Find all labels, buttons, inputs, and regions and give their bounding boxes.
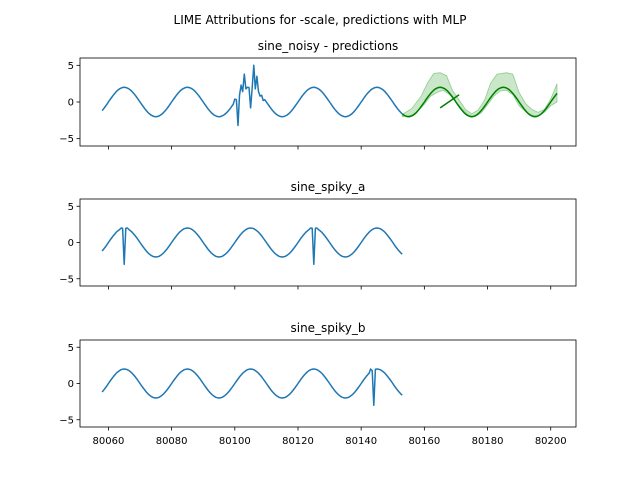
subplot-2: sine_spiky_a −5 0 5 xyxy=(59,180,577,290)
y-tick-label: 5 xyxy=(68,61,74,72)
plot-area xyxy=(101,64,558,127)
x-tick-label: 80160 xyxy=(408,436,440,447)
y-tick-label: 0 xyxy=(68,98,74,109)
x-tick-label: 80120 xyxy=(282,436,314,447)
y-tick-label: −5 xyxy=(59,134,74,145)
prediction-segment xyxy=(439,94,460,109)
prediction-line xyxy=(401,86,558,118)
history-line xyxy=(101,227,403,266)
x-tick-label: 80080 xyxy=(156,436,188,447)
x-tick-label: 80200 xyxy=(535,436,567,447)
figure-suptitle: LIME Attributions for -scale, prediction… xyxy=(174,13,467,27)
axes-frame xyxy=(79,57,577,147)
plot-area xyxy=(101,227,403,266)
subplot-1: sine_noisy - predictions −5 0 5 xyxy=(59,39,577,150)
axes-frame xyxy=(79,339,577,428)
subplot-title: sine_spiky_a xyxy=(291,180,366,194)
axes-frame xyxy=(79,198,577,287)
y-tick-label: 5 xyxy=(68,343,74,354)
plot-area xyxy=(101,368,403,407)
subplots: sine_noisy - predictions−505sine_spiky_a… xyxy=(59,39,577,447)
y-tick-label: 0 xyxy=(68,238,74,249)
y-tick-label: −5 xyxy=(59,274,74,285)
y-tick-label: 5 xyxy=(68,202,74,213)
x-tick-label: 80060 xyxy=(93,436,125,447)
subplot-3: sine_spiky_b −5 0 5 80060 80080 80100 80120 8014… xyxy=(59,321,577,447)
history-line xyxy=(101,64,403,127)
x-tick-label: 80140 xyxy=(345,436,377,447)
uncertainty-band xyxy=(401,72,558,118)
x-tick-label: 80180 xyxy=(472,436,504,447)
subplot-title: sine_noisy - predictions xyxy=(258,39,399,53)
y-tick-label: 0 xyxy=(68,379,74,390)
subplot-title: sine_spiky_b xyxy=(290,321,365,335)
y-tick-label: −5 xyxy=(59,415,74,426)
history-line xyxy=(101,368,403,407)
x-tick-label: 80100 xyxy=(219,436,251,447)
